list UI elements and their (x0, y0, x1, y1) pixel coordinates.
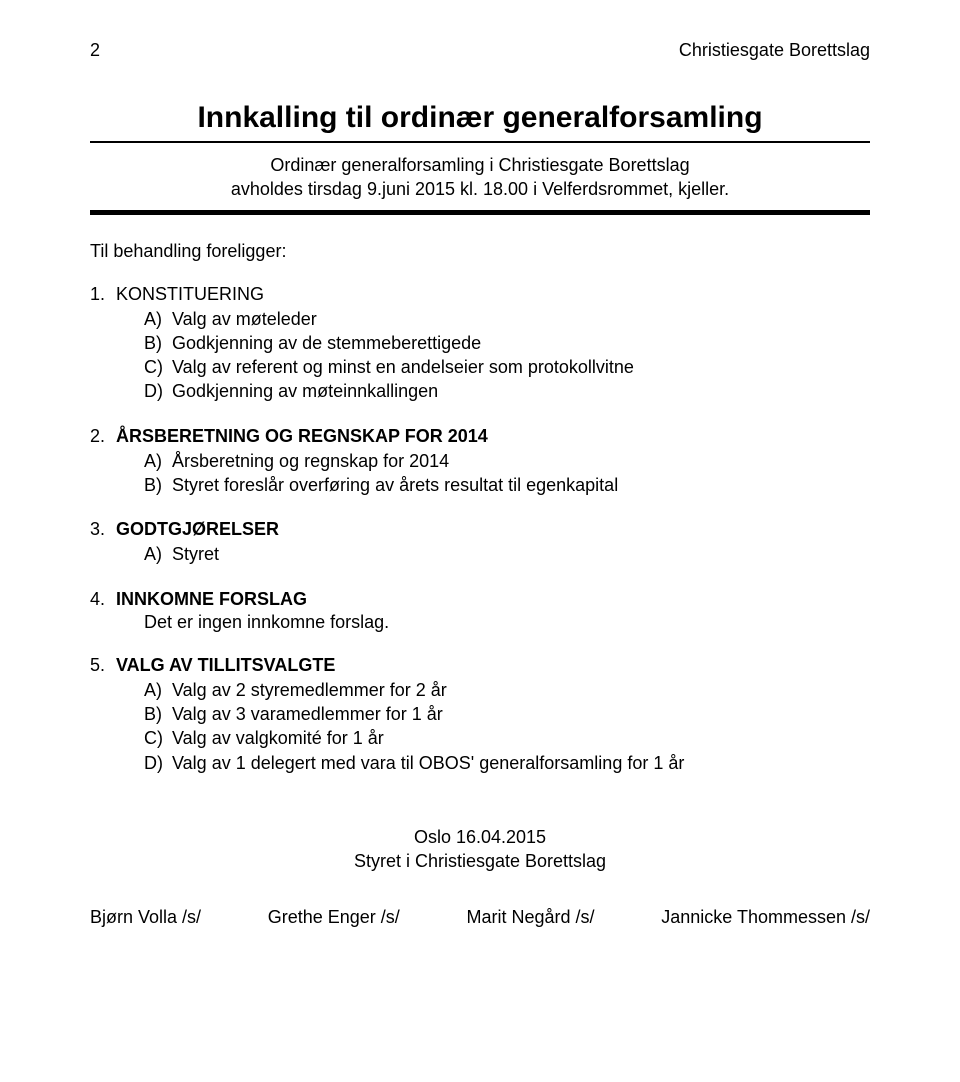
footer-block: Oslo 16.04.2015 Styret i Christiesgate B… (90, 825, 870, 874)
agenda-heading: 2.ÅRSBERETNING OG REGNSKAP FOR 2014 (90, 426, 870, 447)
agenda-subitem: B)Godkjenning av de stemmeberettigede (144, 331, 870, 355)
subitem-letter: D) (144, 751, 172, 775)
page-number: 2 (90, 40, 100, 61)
agenda-number: 2. (90, 426, 116, 447)
agenda-sublist: A)Årsberetning og regnskap for 2014B)Sty… (144, 449, 870, 498)
agenda-subitem: D)Valg av 1 delegert med vara til OBOS' … (144, 751, 870, 775)
subitem-letter: D) (144, 379, 172, 403)
agenda-item: 1.KONSTITUERINGA)Valg av møtelederB)Godk… (90, 284, 870, 404)
org-name: Christiesgate Borettslag (679, 40, 870, 61)
agenda-item: 5.VALG AV TILLITSVALGTEA)Valg av 2 styre… (90, 655, 870, 775)
agenda-list: 1.KONSTITUERINGA)Valg av møtelederB)Godk… (90, 284, 870, 775)
subitem-letter: A) (144, 542, 172, 566)
subitem-text: Valg av 2 styremedlemmer for 2 år (172, 678, 447, 702)
subitem-text: Godkjenning av de stemmeberettigede (172, 331, 481, 355)
signature: Marit Negård /s/ (467, 907, 595, 928)
agenda-heading: 5.VALG AV TILLITSVALGTE (90, 655, 870, 676)
agenda-body: Det er ingen innkomne forslag. (144, 612, 870, 633)
subtitle-line-2: avholdes tirsdag 9.juni 2015 kl. 18.00 i… (90, 177, 870, 201)
subtitle-line-1: Ordinær generalforsamling i Christiesgat… (90, 153, 870, 177)
subitem-text: Valg av valgkomité for 1 år (172, 726, 384, 750)
agenda-item: 2.ÅRSBERETNING OG REGNSKAP FOR 2014A)Års… (90, 426, 870, 498)
agenda-subitem: A)Valg av 2 styremedlemmer for 2 år (144, 678, 870, 702)
agenda-subitem: A)Valg av møteleder (144, 307, 870, 331)
agenda-item: 4.INNKOMNE FORSLAGDet er ingen innkomne … (90, 589, 870, 633)
agenda-subitem: A)Årsberetning og regnskap for 2014 (144, 449, 870, 473)
title-rule-thick (90, 210, 870, 215)
subitem-letter: B) (144, 473, 172, 497)
agenda-subitem: A)Styret (144, 542, 870, 566)
agenda-title: VALG AV TILLITSVALGTE (116, 655, 335, 676)
agenda-title: KONSTITUERING (116, 284, 264, 305)
agenda-sublist: A)Valg av 2 styremedlemmer for 2 årB)Val… (144, 678, 870, 775)
subitem-text: Valg av møteleder (172, 307, 317, 331)
subitem-letter: C) (144, 726, 172, 750)
subitem-letter: A) (144, 678, 172, 702)
agenda-number: 5. (90, 655, 116, 676)
agenda-title: GODTGJØRELSER (116, 519, 279, 540)
agenda-number: 4. (90, 589, 116, 610)
agenda-subitem: C)Valg av valgkomité for 1 år (144, 726, 870, 750)
footer-date: Oslo 16.04.2015 (90, 825, 870, 849)
agenda-sublist: A)Valg av møtelederB)Godkjenning av de s… (144, 307, 870, 404)
agenda-subitem: B)Valg av 3 varamedlemmer for 1 år (144, 702, 870, 726)
agenda-item: 3.GODTGJØRELSERA)Styret (90, 519, 870, 566)
agenda-subitem: C)Valg av referent og minst en andelseie… (144, 355, 870, 379)
agenda-title: INNKOMNE FORSLAG (116, 589, 307, 610)
agenda-subitem: B)Styret foreslår overføring av årets re… (144, 473, 870, 497)
subitem-text: Valg av 3 varamedlemmer for 1 år (172, 702, 443, 726)
subitem-text: Styret (172, 542, 219, 566)
agenda-heading: 4.INNKOMNE FORSLAG (90, 589, 870, 610)
subitem-text: Styret foreslår overføring av årets resu… (172, 473, 618, 497)
subitem-letter: B) (144, 702, 172, 726)
signature: Grethe Enger /s/ (268, 907, 400, 928)
signature-row: Bjørn Volla /s/ Grethe Enger /s/ Marit N… (90, 907, 870, 928)
title-rule-thin (90, 141, 870, 143)
subitem-letter: A) (144, 307, 172, 331)
subitem-text: Årsberetning og regnskap for 2014 (172, 449, 449, 473)
agenda-heading: 1.KONSTITUERING (90, 284, 870, 305)
agenda-number: 1. (90, 284, 116, 305)
signature: Bjørn Volla /s/ (90, 907, 201, 928)
agenda-title: ÅRSBERETNING OG REGNSKAP FOR 2014 (116, 426, 488, 447)
subitem-letter: B) (144, 331, 172, 355)
subitem-text: Valg av 1 delegert med vara til OBOS' ge… (172, 751, 684, 775)
agenda-number: 3. (90, 519, 116, 540)
agenda-subitem: D)Godkjenning av møteinnkallingen (144, 379, 870, 403)
page-header: 2 Christiesgate Borettslag (90, 40, 870, 61)
subitem-text: Godkjenning av møteinnkallingen (172, 379, 438, 403)
intro-line: Til behandling foreligger: (90, 241, 870, 262)
subitem-letter: A) (144, 449, 172, 473)
document-title: Innkalling til ordinær generalforsamling (90, 101, 870, 135)
agenda-sublist: A)Styret (144, 542, 870, 566)
subitem-letter: C) (144, 355, 172, 379)
signature: Jannicke Thommessen /s/ (661, 907, 870, 928)
agenda-heading: 3.GODTGJØRELSER (90, 519, 870, 540)
subtitle-block: Ordinær generalforsamling i Christiesgat… (90, 153, 870, 202)
footer-board: Styret i Christiesgate Borettslag (90, 849, 870, 873)
subitem-text: Valg av referent og minst en andelseier … (172, 355, 634, 379)
